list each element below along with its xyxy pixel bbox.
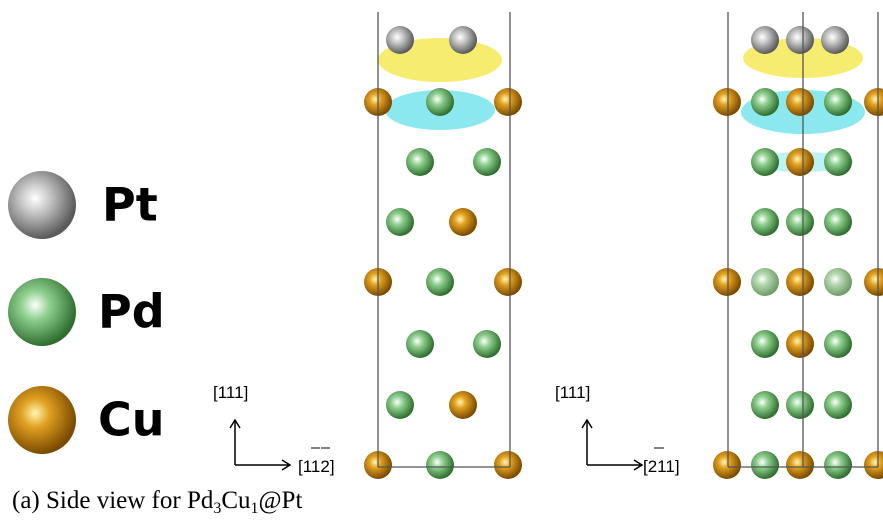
atom [786,268,814,296]
atom [449,26,477,54]
atom [713,451,741,479]
atom [824,451,852,479]
atom [824,268,852,296]
atom [751,88,779,116]
atom [824,208,852,236]
caption-sub: 3 [213,500,221,517]
atom [786,391,814,419]
atom [713,88,741,116]
caption-sub: 1 [251,500,259,517]
atom [751,26,779,54]
caption-text: (a) Side view for Pd [12,487,214,514]
figure: [111] [112] [111] [211] Pt Pd Cu (a) Sid… [0,0,883,527]
caption: (a) Side view for Pd3Cu1@Pt [12,487,302,517]
atom [751,268,779,296]
atom [473,330,501,358]
axis-label: [112] [298,457,335,476]
atom [751,148,779,176]
atom [751,330,779,358]
axis-label: [111] [213,383,248,402]
atom [426,88,454,116]
atom [821,26,849,54]
atom [786,88,814,116]
atom [386,26,414,54]
atom [824,148,852,176]
legend-label: Cu [98,393,165,447]
atom [824,330,852,358]
axis-label: [111] [555,383,590,402]
atom [751,451,779,479]
legend-sphere [8,278,76,346]
atoms [364,26,883,479]
atom [449,208,477,236]
atom [864,451,883,479]
atom [751,208,779,236]
atom [824,391,852,419]
legend-sphere [8,386,76,454]
atom [449,391,477,419]
atom [713,268,741,296]
caption-text: @Pt [259,487,303,514]
atom [494,451,522,479]
atom [406,330,434,358]
atom [786,330,814,358]
atom [786,148,814,176]
atom [473,148,501,176]
legend-label: Pt [102,178,158,232]
atom [406,148,434,176]
atom [864,268,883,296]
atom [864,88,883,116]
atom [386,391,414,419]
atom [494,268,522,296]
legend-label: Pd [98,285,165,339]
legend-sphere [8,171,76,239]
axis-label: [211] [643,457,680,476]
atom [386,208,414,236]
atom [824,88,852,116]
atom [786,26,814,54]
atom [786,208,814,236]
caption-text: Cu [221,487,251,514]
atom [751,391,779,419]
atom [426,451,454,479]
atom [494,88,522,116]
atom [786,451,814,479]
atom [426,268,454,296]
